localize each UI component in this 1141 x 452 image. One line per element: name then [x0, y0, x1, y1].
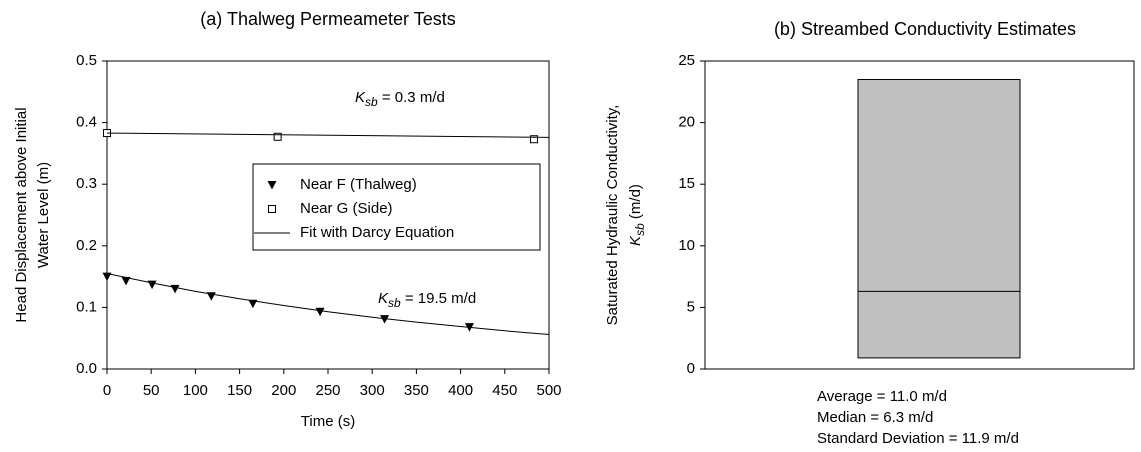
x-tick-label: 350	[404, 382, 429, 399]
x-tick-label: 250	[315, 382, 340, 399]
y-axis-label: Head Displacement above Initial	[13, 107, 30, 322]
text: = 19.5 m/d	[401, 290, 476, 307]
x-tick-label: 200	[271, 382, 296, 399]
y-tick-label: 0.5	[76, 52, 97, 69]
y-tick-label: 10	[678, 237, 695, 254]
chart-title: (b) Streambed Conductivity Estimates	[774, 19, 1076, 39]
y-tick-label: 0.2	[76, 237, 97, 254]
data-point	[170, 284, 180, 294]
y-axis-label: Ksb (m/d)	[627, 184, 647, 246]
symbol: K	[355, 89, 366, 106]
x-tick-label: 150	[227, 382, 252, 399]
x-tick-label: 450	[492, 382, 517, 399]
text: (m/d)	[627, 184, 644, 223]
legend-box	[252, 163, 541, 251]
fit-line	[106, 273, 550, 336]
x-tick-label: 0	[103, 382, 111, 399]
stats-note: Median = 6.3 m/d	[817, 409, 933, 426]
data-point	[268, 205, 276, 213]
subscript: sb	[388, 296, 401, 310]
y-tick-label: 20	[678, 114, 695, 131]
data-point	[121, 276, 131, 286]
subscript: sb	[633, 223, 647, 236]
data-point	[315, 307, 325, 317]
y-tick-label: 0.1	[76, 298, 97, 315]
fit-line	[106, 132, 550, 138]
y-tick-label: 0.0	[76, 360, 97, 377]
text: = 0.3 m/d	[378, 89, 445, 106]
y-tick-label: 0.3	[76, 175, 97, 192]
y-axis-label: Water Level (m)	[35, 162, 52, 268]
data-point	[273, 132, 282, 141]
y-tick-label: 0	[687, 360, 695, 377]
data-point	[529, 135, 538, 144]
y-tick-label: 25	[678, 52, 695, 69]
legend-label: Fit with Darcy Equation	[300, 224, 454, 241]
annotation: Ksb = 0.3 m/d	[355, 89, 445, 109]
data-point	[267, 181, 277, 190]
x-tick-label: 400	[448, 382, 473, 399]
stats-note: Standard Deviation = 11.9 m/d	[817, 430, 1019, 447]
chart-title: (a) Thalweg Permeameter Tests	[200, 9, 455, 29]
y-tick-label: 5	[687, 298, 695, 315]
x-tick-label: 100	[183, 382, 208, 399]
box	[857, 78, 1021, 359]
x-tick-label: 500	[536, 382, 561, 399]
data-point	[102, 272, 112, 282]
y-tick-label: 15	[678, 175, 695, 192]
data-point	[248, 299, 258, 309]
data-point	[380, 315, 390, 324]
x-axis-label: Time (s)	[301, 413, 355, 430]
x-tick-label: 50	[143, 382, 160, 399]
legend-label: Near F (Thalweg)	[300, 176, 417, 193]
subscript: sb	[365, 95, 378, 109]
symbol: K	[627, 235, 644, 246]
symbol: K	[378, 290, 389, 307]
legend: Near F (Thalweg) Near G (Side) Fit with Da…	[252, 163, 541, 251]
x-tick-label: 300	[360, 382, 385, 399]
y-tick-label: 0.4	[76, 114, 97, 131]
annotation: Ksb = 19.5 m/d	[378, 290, 476, 310]
y-axis-label: Saturated Hydraulic Conductivity,	[604, 105, 621, 326]
plot-frame	[704, 60, 1135, 370]
legend-label: Near G (Side)	[300, 200, 393, 217]
stats-note: Average = 11.0 m/d	[817, 388, 947, 405]
